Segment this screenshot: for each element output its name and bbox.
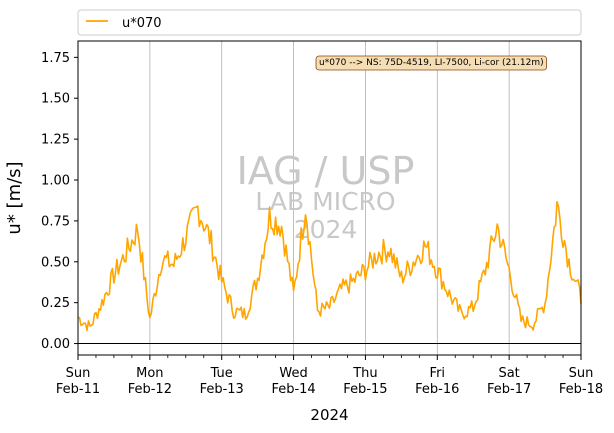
x-axis-label: 2024 — [310, 406, 348, 424]
x-tick-label-date: Feb-13 — [200, 382, 244, 397]
series-line-ustar070 — [77, 200, 582, 332]
y-axis: 0.00 0.25 0.50 0.75 1.00 1.25 1.50 1.75 — [41, 51, 78, 352]
x-tick-label-weekday: Thu — [352, 366, 377, 381]
y-tick-label: 1.25 — [41, 133, 70, 148]
x-tick-label-weekday: Tue — [210, 366, 233, 381]
x-tick-label-weekday: Sun — [569, 366, 594, 381]
watermark-line-2: LAB MICRO — [255, 187, 395, 216]
x-axis: SunFeb-11MonFeb-12TueFeb-13WedFeb-14ThuF… — [56, 355, 603, 397]
x-tick-label-weekday: Sat — [498, 366, 519, 381]
watermark: IAG / USP LAB MICRO 2024 — [237, 149, 415, 244]
x-tick-label-weekday: Wed — [279, 366, 307, 381]
y-tick-label: 1.00 — [41, 174, 70, 189]
sensor-annotation-text: u*070 --> NS: 75D-4519, LI-7500, Li-cor … — [319, 58, 544, 68]
x-tick-label-weekday: Sun — [66, 366, 91, 381]
x-tick-label-date: Feb-17 — [487, 382, 531, 397]
y-tick-label: 0.50 — [41, 255, 70, 270]
y-tick-label: 0.75 — [41, 214, 70, 229]
x-tick-label-date: Feb-12 — [128, 382, 172, 397]
x-tick-label-weekday: Mon — [136, 366, 163, 381]
y-tick-label: 0.00 — [41, 337, 70, 352]
x-tick-label-date: Feb-11 — [56, 382, 100, 397]
y-tick-label: 1.75 — [41, 51, 70, 66]
y-axis-label: u* [m/s] — [4, 161, 25, 234]
legend: u*070 — [77, 9, 582, 36]
x-tick-label-date: Feb-14 — [271, 382, 315, 397]
x-tick-label-date: Feb-18 — [559, 382, 603, 397]
y-tick-label: 1.50 — [41, 92, 70, 107]
x-tick-label-date: Feb-15 — [343, 382, 387, 397]
legend-label: u*070 — [122, 16, 162, 31]
sensor-annotation-box: u*070 --> NS: 75D-4519, LI-7500, Li-cor … — [315, 55, 548, 71]
x-tick-label-date: Feb-16 — [415, 382, 459, 397]
watermark-line-1: IAG / USP — [237, 149, 415, 193]
x-tick-label-weekday: Fri — [430, 366, 446, 381]
y-tick-label: 0.25 — [41, 296, 70, 311]
x-grid-lines — [149, 41, 510, 355]
